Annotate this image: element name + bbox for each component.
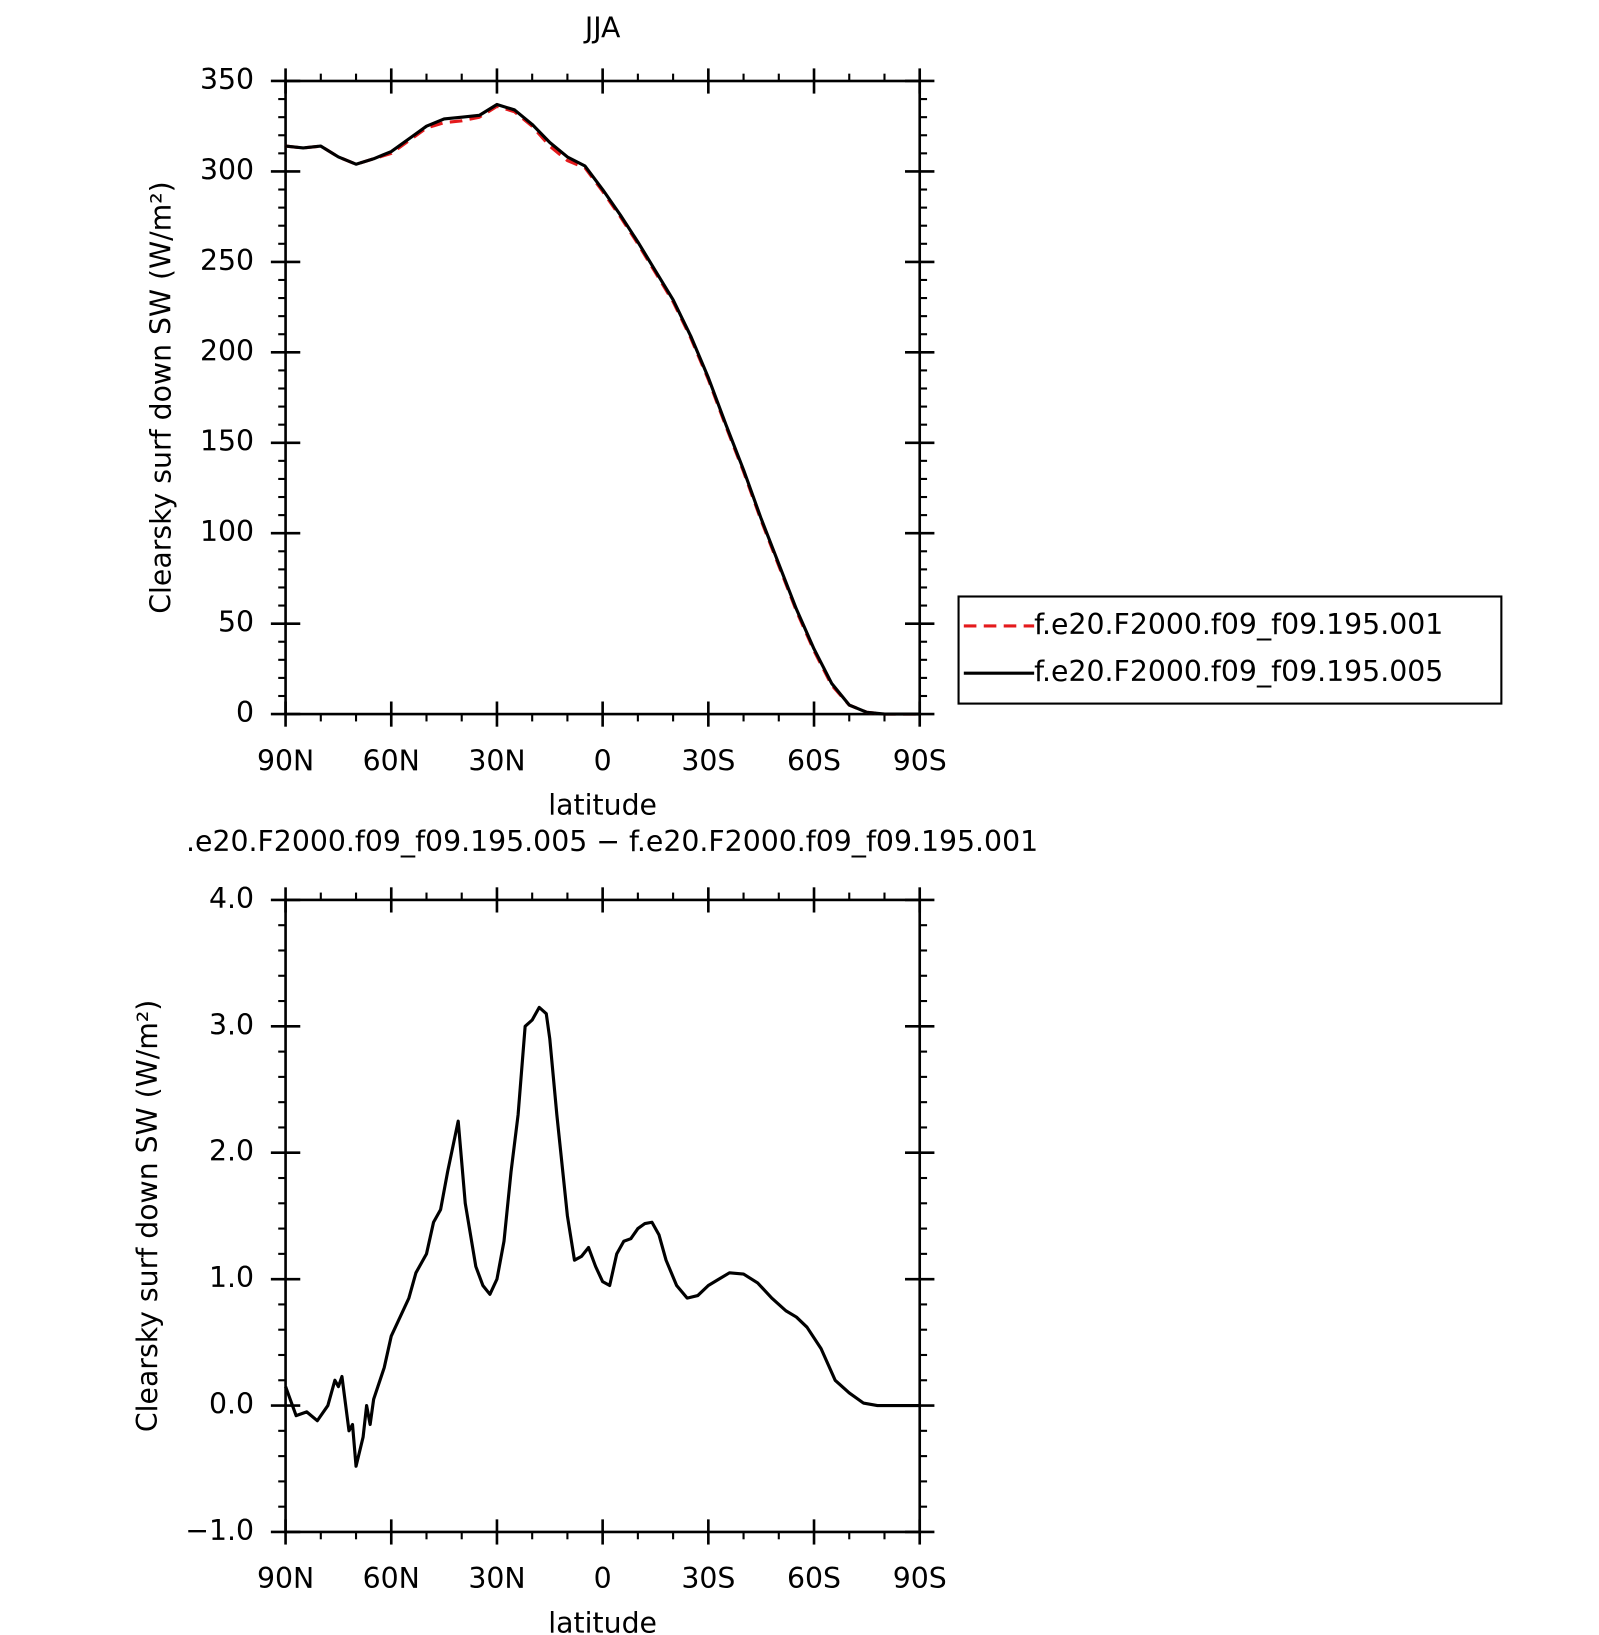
y-tick-label: 350 — [200, 63, 254, 96]
x-tick-label: 90N — [257, 744, 314, 777]
x-tick-label: 0 — [594, 1562, 612, 1595]
x-tick-label: 30S — [681, 744, 735, 777]
y-tick-label: 250 — [200, 244, 254, 277]
y-tick-label: 3.0 — [209, 1008, 254, 1041]
y-axis-label: Clearsky surf down SW (W/m²) — [131, 1000, 164, 1432]
x-tick-label: 0 — [594, 744, 612, 777]
y-tick-label: 100 — [200, 515, 254, 548]
series-line — [284, 1005, 920, 1468]
x-tick-label: 60N — [363, 1562, 420, 1595]
plot-frame — [284, 79, 922, 716]
legend-label: f.e20.F2000.f09_f09.195.005 — [1034, 655, 1443, 688]
x-tick-label: 60S — [787, 744, 841, 777]
chart-title: JJA — [583, 12, 621, 45]
x-axis-label: latitude — [548, 788, 657, 821]
x-tick-label: 60S — [787, 1562, 841, 1595]
plot-frame — [284, 898, 922, 1534]
chart-title: .e20.F2000.f09_f09.195.005 − f.e20.F2000… — [186, 825, 1038, 858]
y-tick-label: 0 — [236, 696, 254, 729]
x-tick-label: 30S — [681, 1562, 735, 1595]
x-tick-label: 60N — [363, 744, 420, 777]
y-axis-label: Clearsky surf down SW (W/m²) — [145, 181, 178, 613]
series-line — [285, 102, 920, 716]
y-tick-label: 0.0 — [209, 1388, 254, 1421]
y-tick-label: 300 — [200, 153, 254, 186]
y-tick-label: 50 — [218, 606, 254, 639]
y-tick-label: 150 — [200, 425, 254, 458]
x-tick-label: 30N — [468, 1562, 525, 1595]
legend-box — [957, 595, 1503, 705]
series-line — [285, 104, 920, 716]
x-tick-label: 90N — [257, 1562, 314, 1595]
y-tick-label: 2.0 — [209, 1135, 254, 1168]
y-tick-label: 4.0 — [209, 882, 254, 915]
y-tick-label: 200 — [200, 334, 254, 367]
legend-label: f.e20.F2000.f09_f09.195.001 — [1034, 608, 1443, 641]
y-tick-label: −1.0 — [185, 1514, 254, 1547]
y-tick-label: 1.0 — [209, 1261, 254, 1294]
x-tick-label: 90S — [893, 1562, 947, 1595]
x-axis-label: latitude — [548, 1606, 657, 1635]
x-tick-label: 90S — [893, 744, 947, 777]
x-tick-label: 30N — [468, 744, 525, 777]
